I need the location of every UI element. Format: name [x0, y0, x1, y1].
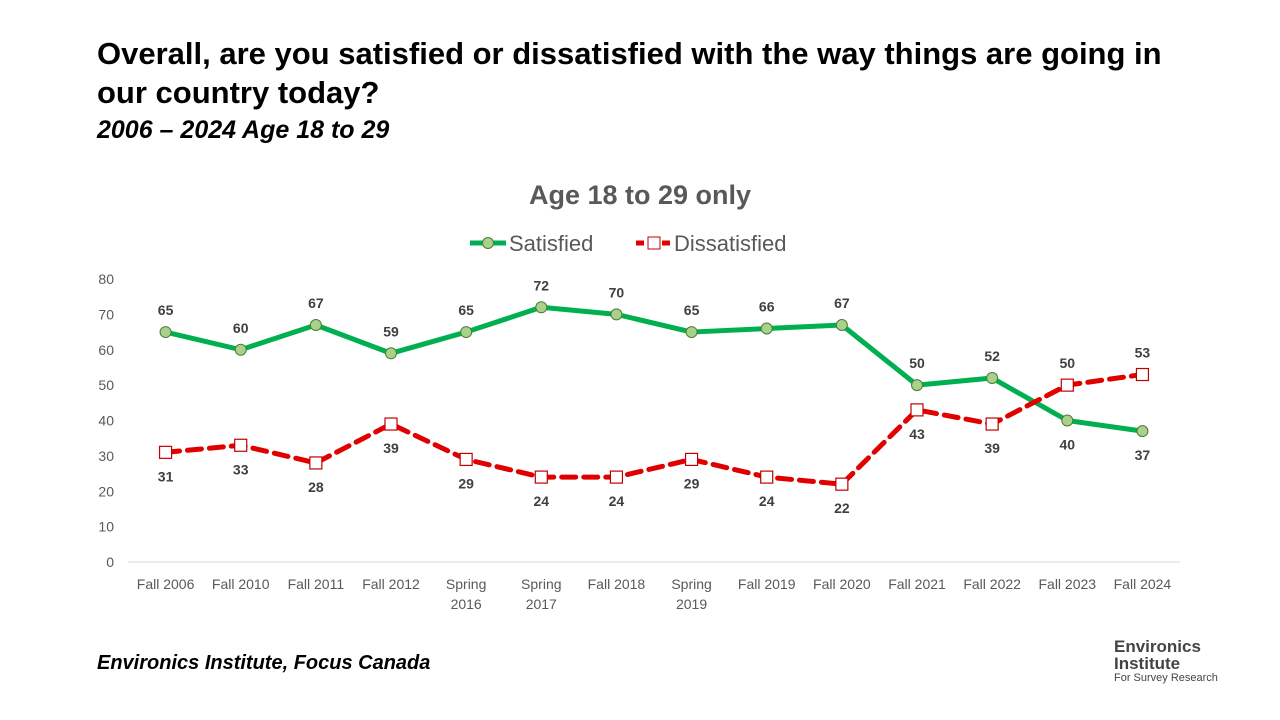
x-tick-label: Spring 2017 — [521, 576, 561, 612]
data-point-dissatisfied — [384, 417, 398, 431]
x-tick-label: Fall 2006 — [137, 576, 195, 592]
y-tick-label: 60 — [98, 342, 114, 358]
source-note: Environics Institute, Focus Canada — [97, 652, 431, 674]
data-label-dissatisfied: 43 — [909, 426, 925, 442]
data-point-satisfied — [385, 347, 397, 360]
data-point-satisfied — [760, 322, 773, 335]
data-label-satisfied: 65 — [684, 302, 700, 318]
y-tick-label: 0 — [106, 554, 114, 570]
y-tick-label: 20 — [98, 483, 114, 499]
x-axis: Fall 2006 Fall 2010 Fall 2011 Fall 2012 Spri… — [128, 561, 1180, 612]
data-label-satisfied: 65 — [158, 302, 174, 318]
y-tick-label: 50 — [98, 377, 114, 393]
data-point-satisfied — [1061, 414, 1074, 427]
legend: Satisfied Dissatisfied — [470, 231, 786, 256]
environics-logo: Environics Institute For Survey Research — [1114, 638, 1218, 685]
data-point-satisfied — [460, 326, 473, 339]
x-tick-label: Fall 2019 — [738, 576, 796, 592]
data-point-satisfied — [610, 308, 623, 321]
x-tick-label: Fall 2012 — [362, 576, 420, 592]
data-point-satisfied — [535, 301, 548, 314]
data-label-satisfied: 65 — [458, 302, 474, 318]
x-tick-label: Fall 2023 — [1038, 576, 1096, 592]
x-tick-label: Fall 2020 — [813, 576, 871, 592]
y-tick-label: 30 — [98, 448, 114, 464]
x-tick-label: Spring 2019 — [671, 576, 711, 612]
data-label-dissatisfied: 33 — [233, 461, 249, 477]
y-axis: 0 10 20 30 40 50 60 70 80 — [98, 271, 114, 570]
data-label-satisfied: 67 — [834, 295, 850, 311]
page-subtitle: 2006 – 2024 Age 18 to 29 — [97, 116, 390, 144]
y-tick-label: 10 — [98, 519, 114, 535]
data-label-satisfied: 40 — [1059, 437, 1075, 453]
data-label-dissatisfied: 39 — [984, 440, 1000, 456]
data-label-dissatisfied: 24 — [759, 493, 775, 509]
legend-marker-satisfied — [482, 237, 494, 249]
data-label-satisfied: 60 — [233, 320, 249, 336]
data-point-satisfied — [911, 379, 923, 392]
data-point-dissatisfied — [609, 470, 624, 484]
data-label-dissatisfied: 22 — [834, 500, 850, 516]
y-tick-label: 70 — [98, 306, 114, 322]
data-point-dissatisfied — [684, 452, 699, 467]
data-label-dissatisfied: 24 — [533, 493, 549, 509]
x-tick-label: Fall 2018 — [588, 576, 646, 592]
data-point-dissatisfied — [985, 417, 999, 431]
logo-line2: Institute — [1114, 654, 1181, 673]
data-point-satisfied — [309, 318, 322, 331]
logo-line1: Environics — [1114, 637, 1201, 656]
data-point-dissatisfied — [234, 438, 248, 452]
data-label-satisfied: 70 — [609, 284, 625, 300]
legend-label-satisfied: Satisfied — [509, 231, 593, 256]
x-tick-label: Fall 2022 — [963, 576, 1021, 592]
data-point-dissatisfied — [309, 456, 323, 470]
data-label-satisfied: 66 — [759, 299, 775, 315]
series-line-satisfied — [164, 304, 1143, 434]
data-label-dissatisfied: 29 — [458, 475, 474, 491]
legend-marker-dissatisfied — [647, 236, 661, 250]
x-tick-label: Fall 2021 — [888, 576, 946, 592]
data-label-satisfied: 72 — [533, 277, 549, 293]
data-label-satisfied: 37 — [1135, 447, 1151, 463]
y-tick-label: 80 — [98, 271, 114, 287]
data-label-dissatisfied: 50 — [1059, 355, 1075, 371]
x-tick-label: Fall 2011 — [288, 576, 345, 592]
data-point-dissatisfied — [459, 452, 473, 467]
data-label-dissatisfied: 39 — [383, 440, 399, 456]
data-point-satisfied — [234, 343, 247, 356]
data-point-dissatisfied — [1135, 367, 1150, 382]
data-label-dissatisfied: 28 — [308, 479, 324, 495]
data-label-dissatisfied: 29 — [684, 475, 700, 491]
x-tick-label: Fall 2010 — [212, 576, 270, 592]
data-label-dissatisfied: 53 — [1135, 345, 1151, 361]
data-point-dissatisfied — [534, 470, 548, 484]
data-point-dissatisfied — [760, 470, 774, 484]
x-tick-label: Spring 2016 — [446, 576, 486, 612]
data-point-dissatisfied — [835, 477, 849, 491]
data-label-satisfied: 52 — [984, 348, 1000, 364]
data-label-dissatisfied: 31 — [158, 468, 174, 484]
legend-label-dissatisfied: Dissatisfied — [674, 231, 786, 256]
series-line-dissatisfied — [163, 372, 1145, 487]
data-point-satisfied — [685, 326, 698, 339]
page-title: Overall, are you satisfied or dissatisfi… — [97, 36, 1162, 110]
data-label-satisfied: 50 — [909, 355, 925, 371]
data-label-satisfied: 59 — [383, 323, 399, 339]
data-point-dissatisfied — [910, 403, 924, 417]
x-tick-label: Fall 2024 — [1114, 576, 1172, 592]
series-group: 65 60 67 59 65 72 70 65 66 67 50 52 40 37 31 33 28 39 29 24… — [158, 277, 1151, 516]
data-label-satisfied: 67 — [308, 295, 324, 311]
data-point-dissatisfied — [158, 445, 173, 459]
data-point-satisfied — [986, 372, 999, 385]
data-point-satisfied — [159, 326, 172, 339]
data-point-satisfied — [1136, 425, 1149, 438]
y-tick-label: 40 — [98, 413, 114, 429]
data-point-dissatisfied — [1060, 378, 1074, 392]
logo-line3: For Survey Research — [1114, 672, 1218, 684]
data-point-satisfied — [835, 318, 848, 331]
chart-title: Age 18 to 29 only — [529, 180, 751, 210]
data-label-dissatisfied: 24 — [609, 493, 625, 509]
